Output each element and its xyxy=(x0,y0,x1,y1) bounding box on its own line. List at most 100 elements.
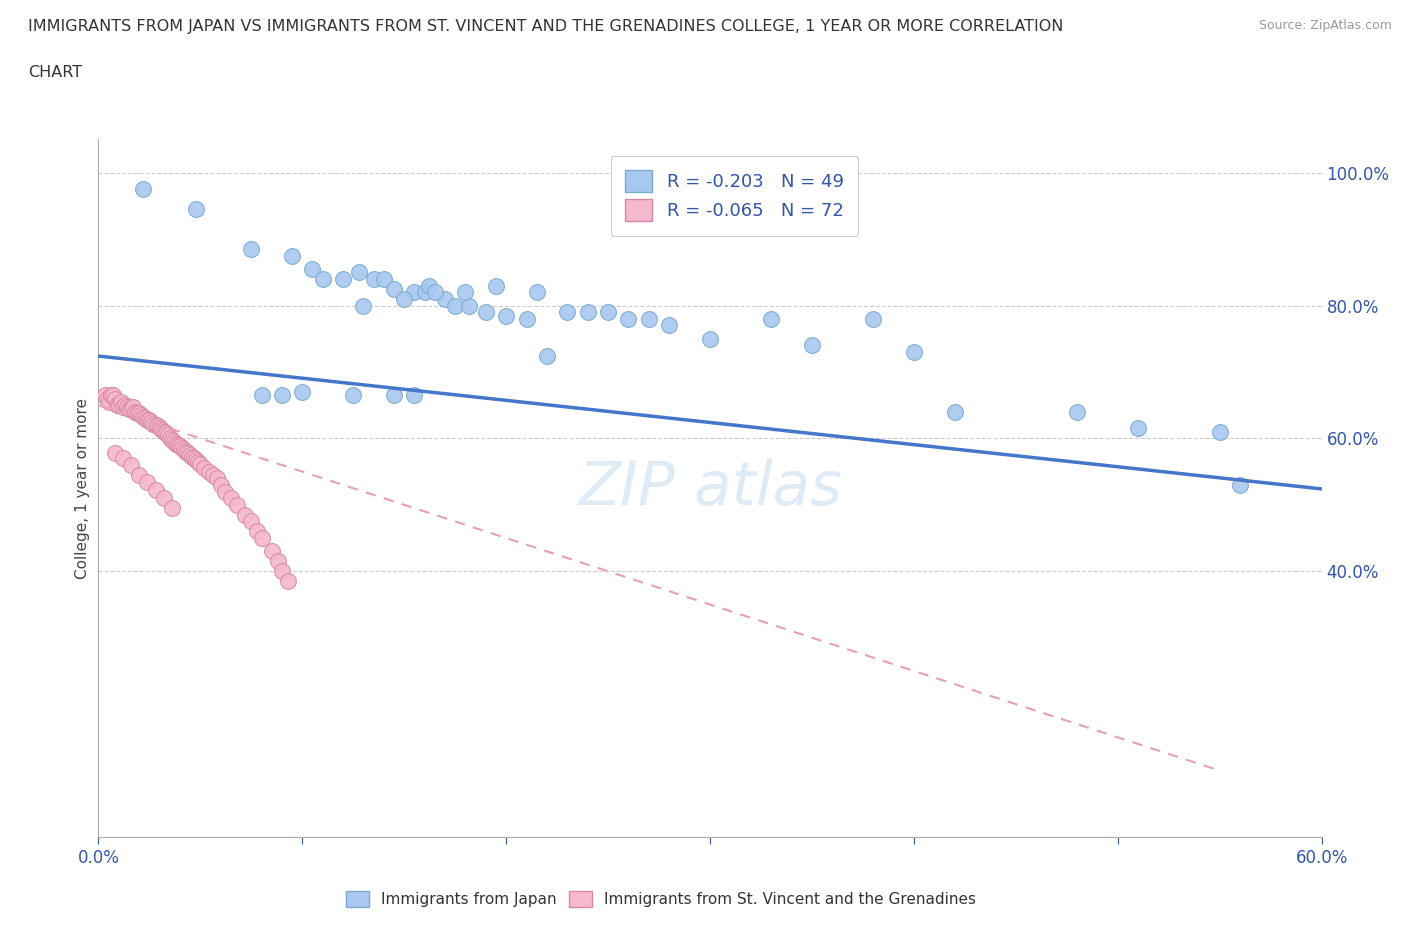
Legend: Immigrants from Japan, Immigrants from St. Vincent and the Grenadines: Immigrants from Japan, Immigrants from S… xyxy=(340,884,981,913)
Point xyxy=(138,412,160,427)
Point xyxy=(557,305,579,320)
Point xyxy=(418,278,440,293)
Point xyxy=(173,443,195,458)
Point xyxy=(163,434,186,449)
Point xyxy=(128,405,150,420)
Point xyxy=(104,392,127,406)
Point xyxy=(155,426,177,441)
Point xyxy=(352,299,374,313)
Point xyxy=(1209,424,1232,439)
Point xyxy=(658,318,681,333)
Point xyxy=(136,474,159,489)
Point xyxy=(260,544,283,559)
Point xyxy=(576,305,599,320)
Point xyxy=(342,388,364,403)
Point xyxy=(170,441,193,456)
Point xyxy=(404,388,426,403)
Point xyxy=(186,202,208,217)
Point xyxy=(270,388,294,403)
Point xyxy=(132,410,155,425)
Point xyxy=(93,388,115,403)
Point xyxy=(516,312,538,326)
Point xyxy=(111,399,134,414)
Point xyxy=(122,399,145,414)
Point xyxy=(233,508,256,523)
Point xyxy=(187,454,209,469)
Point xyxy=(281,248,304,263)
Point xyxy=(201,468,224,483)
Point xyxy=(110,394,132,409)
Point xyxy=(169,439,191,454)
Point xyxy=(120,401,142,416)
Point xyxy=(458,299,481,313)
Point xyxy=(104,445,127,460)
Point xyxy=(349,265,371,280)
Point xyxy=(474,305,498,320)
Point xyxy=(160,432,183,447)
Point xyxy=(214,485,236,499)
Text: Source: ZipAtlas.com: Source: ZipAtlas.com xyxy=(1258,19,1392,32)
Point xyxy=(312,272,335,286)
Point xyxy=(100,388,122,403)
Point xyxy=(240,514,263,529)
Point xyxy=(142,417,165,432)
Point xyxy=(485,278,508,293)
Point xyxy=(149,421,172,436)
Point xyxy=(1128,421,1150,436)
Point xyxy=(167,438,190,453)
Point xyxy=(186,452,208,467)
Point xyxy=(141,415,163,430)
Point xyxy=(193,461,215,476)
Point xyxy=(188,457,212,472)
Point xyxy=(617,312,640,326)
Point xyxy=(598,305,620,320)
Point xyxy=(413,285,436,299)
Point xyxy=(267,554,290,569)
Point xyxy=(101,388,124,403)
Point xyxy=(152,491,174,506)
Point xyxy=(270,564,294,578)
Point xyxy=(219,491,242,506)
Point xyxy=(392,291,416,306)
Point xyxy=(120,458,142,472)
Point xyxy=(862,312,884,326)
Point xyxy=(152,424,174,439)
Point xyxy=(124,405,146,419)
Point xyxy=(209,477,232,492)
Point xyxy=(301,261,323,276)
Point xyxy=(423,285,446,299)
Point xyxy=(291,384,314,399)
Point xyxy=(179,447,201,462)
Point xyxy=(240,242,263,257)
Point xyxy=(382,282,405,297)
Text: ZIP atlas: ZIP atlas xyxy=(578,458,842,518)
Point xyxy=(801,338,824,352)
Point xyxy=(146,419,169,434)
Point xyxy=(1066,405,1088,419)
Point xyxy=(526,285,548,299)
Point xyxy=(536,349,558,364)
Point xyxy=(246,524,269,538)
Point xyxy=(363,272,385,286)
Point xyxy=(114,398,136,413)
Point xyxy=(115,399,138,414)
Point xyxy=(128,468,150,483)
Point xyxy=(150,423,173,438)
Point xyxy=(134,411,156,426)
Point xyxy=(96,392,118,406)
Point xyxy=(444,299,467,313)
Point xyxy=(250,531,273,546)
Point xyxy=(332,272,354,286)
Point xyxy=(277,574,299,589)
Point xyxy=(495,308,517,323)
Point xyxy=(761,312,783,326)
Point xyxy=(1229,477,1251,492)
Point xyxy=(174,445,197,459)
Point xyxy=(373,272,395,286)
Point xyxy=(156,428,179,443)
Point xyxy=(97,394,120,409)
Point xyxy=(382,388,405,403)
Legend: R = -0.203   N = 49, R = -0.065   N = 72: R = -0.203 N = 49, R = -0.065 N = 72 xyxy=(610,155,858,235)
Point xyxy=(226,498,249,512)
Point xyxy=(177,445,200,460)
